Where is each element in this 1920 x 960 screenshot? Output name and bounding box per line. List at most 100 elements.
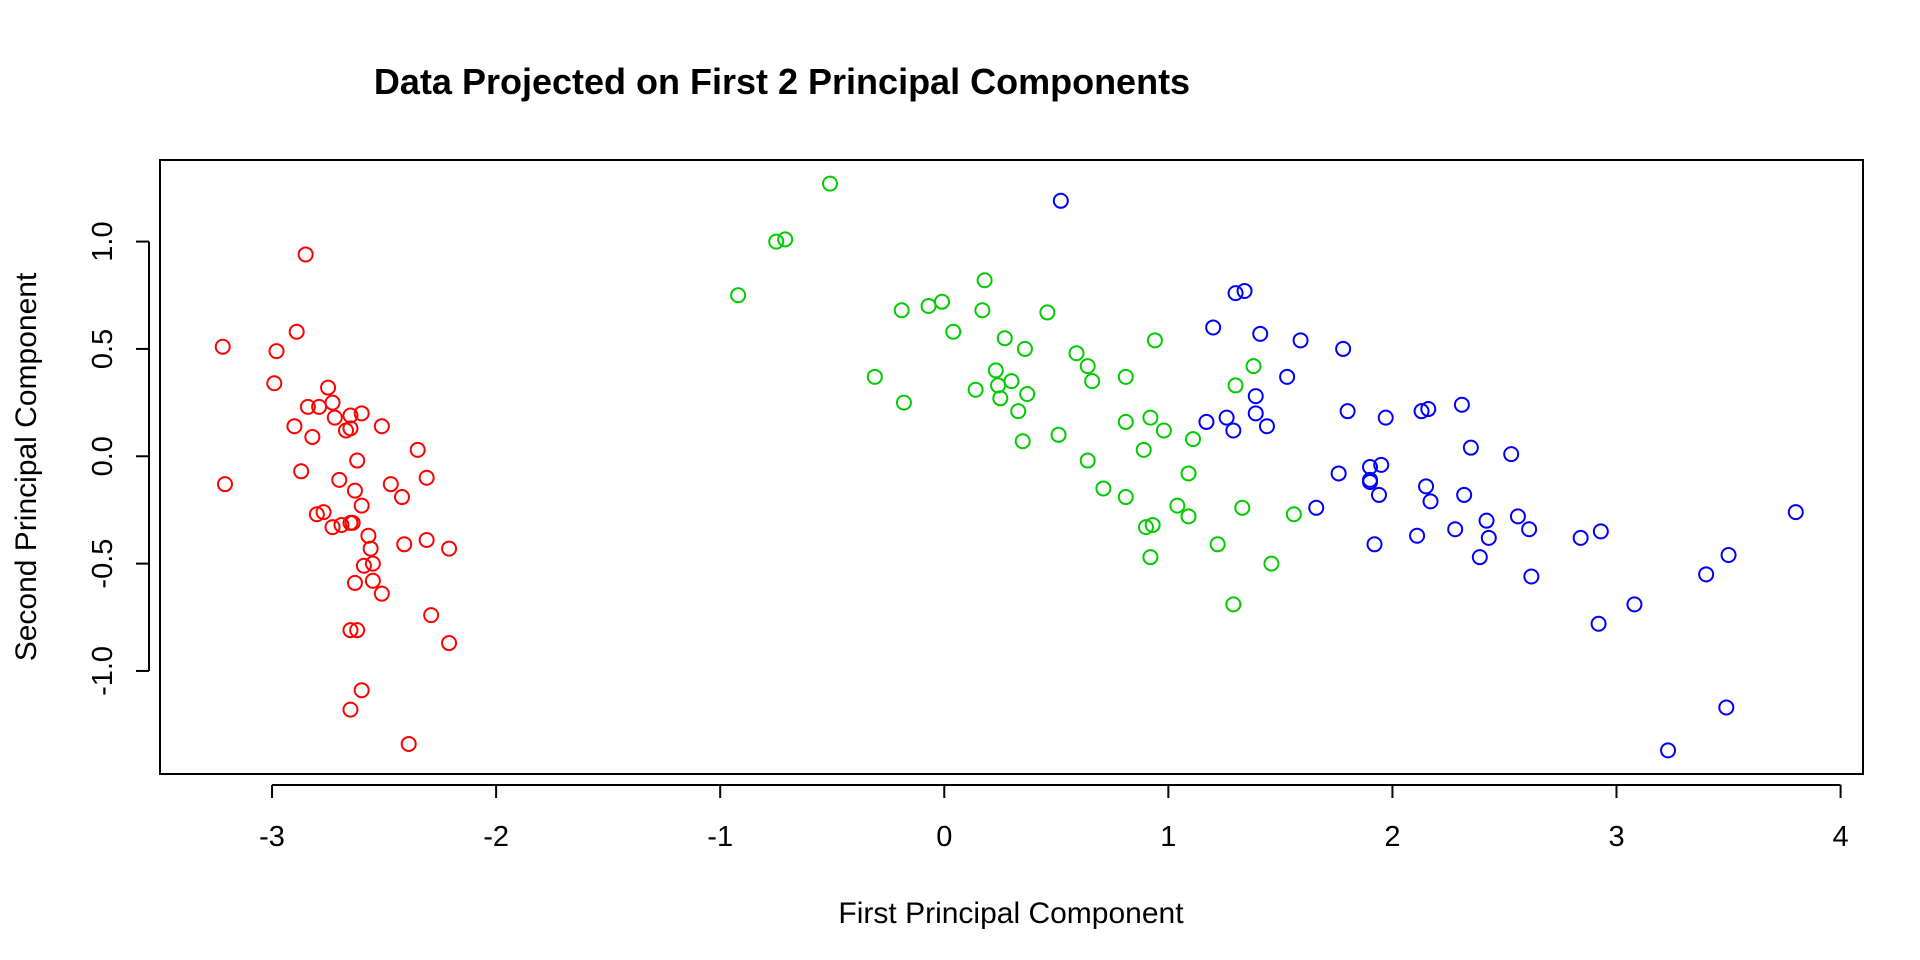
data-point xyxy=(987,362,1004,379)
data-point xyxy=(349,452,366,469)
data-point xyxy=(1225,596,1242,613)
data-point xyxy=(1252,325,1269,342)
data-point xyxy=(1422,493,1439,510)
data-point xyxy=(1258,418,1275,435)
data-point xyxy=(288,323,305,340)
data-point xyxy=(353,682,370,699)
data-point xyxy=(286,418,303,435)
data-point xyxy=(304,428,321,445)
data-point xyxy=(1247,405,1264,422)
x-tick-label: -1 xyxy=(707,821,733,853)
data-point xyxy=(1247,388,1264,405)
data-point xyxy=(324,519,341,536)
data-point xyxy=(821,175,838,192)
data-point xyxy=(1339,403,1356,420)
data-point xyxy=(974,302,991,319)
series-2 xyxy=(730,175,1302,613)
data-point xyxy=(1420,401,1437,418)
data-point xyxy=(1456,486,1473,503)
data-point xyxy=(1362,459,1379,475)
y-tick-label: -1.0 xyxy=(87,646,119,696)
plot-frame xyxy=(159,159,1864,775)
data-point xyxy=(342,622,359,639)
data-point xyxy=(353,405,370,422)
data-point xyxy=(730,287,747,304)
data-point xyxy=(1234,499,1251,516)
series-3 xyxy=(1052,192,1804,759)
data-points xyxy=(214,175,1804,759)
data-point xyxy=(1285,506,1302,523)
data-point xyxy=(355,557,372,574)
data-point xyxy=(268,343,285,360)
data-point xyxy=(297,246,314,263)
data-point xyxy=(1117,413,1134,430)
data-point xyxy=(1142,409,1159,426)
x-tick-label: 2 xyxy=(1384,821,1400,853)
data-point xyxy=(1462,439,1479,456)
data-point xyxy=(1523,568,1540,585)
data-point xyxy=(1263,555,1280,572)
data-point xyxy=(1227,285,1244,302)
data-point xyxy=(1592,523,1609,540)
data-point xyxy=(990,377,1007,394)
x-tick-label: 3 xyxy=(1608,821,1624,853)
data-point xyxy=(308,506,325,523)
data-point xyxy=(266,375,283,392)
x-tick-label: 4 xyxy=(1833,821,1849,853)
data-point xyxy=(1279,368,1296,385)
data-point xyxy=(934,293,951,310)
data-point xyxy=(1409,527,1426,544)
data-point xyxy=(1144,516,1161,533)
data-point xyxy=(394,489,411,506)
series-1 xyxy=(214,246,458,752)
data-point xyxy=(1418,478,1435,495)
data-point xyxy=(1660,742,1677,759)
data-point xyxy=(1050,426,1067,443)
x-tick-label: -3 xyxy=(259,821,285,853)
data-point xyxy=(1292,332,1309,349)
data-point xyxy=(1155,422,1172,439)
data-point xyxy=(400,735,417,752)
data-point xyxy=(362,540,379,557)
data-point xyxy=(1019,386,1036,403)
data-point xyxy=(996,330,1013,347)
data-point xyxy=(299,398,316,415)
data-point xyxy=(1180,508,1197,525)
data-point xyxy=(216,476,233,493)
data-point xyxy=(342,701,359,718)
data-point xyxy=(331,471,348,488)
data-point xyxy=(1366,536,1383,553)
data-point xyxy=(1218,409,1235,426)
data-point xyxy=(1373,456,1390,473)
data-point xyxy=(364,572,381,589)
data-point xyxy=(373,418,390,435)
y-tick-label: -0.5 xyxy=(87,539,119,589)
data-point xyxy=(326,409,343,426)
data-point xyxy=(1503,446,1520,463)
data-point xyxy=(382,476,399,493)
data-point xyxy=(768,233,785,250)
data-point xyxy=(1370,486,1387,503)
data-point xyxy=(1198,413,1215,430)
data-point xyxy=(344,514,361,531)
data-point xyxy=(992,390,1009,407)
data-point xyxy=(1471,549,1488,566)
data-point xyxy=(441,635,458,652)
data-point xyxy=(324,394,341,411)
data-point xyxy=(342,407,359,424)
y-axis: -1.0 -0.5 0.0 0.5 1.0 xyxy=(87,221,150,696)
y-tick-label: 1.0 xyxy=(87,221,119,261)
data-point xyxy=(1209,536,1226,553)
data-point xyxy=(1236,282,1253,299)
data-point xyxy=(1413,403,1430,420)
data-point xyxy=(346,574,363,591)
data-point xyxy=(945,323,962,340)
data-point xyxy=(373,585,390,602)
y-axis-label: Second Principal Component xyxy=(10,272,43,661)
data-point xyxy=(1362,474,1379,491)
data-point xyxy=(1180,465,1197,482)
data-point xyxy=(1308,499,1325,516)
data-point xyxy=(777,231,794,248)
data-point xyxy=(895,394,912,411)
data-point xyxy=(1079,452,1096,469)
